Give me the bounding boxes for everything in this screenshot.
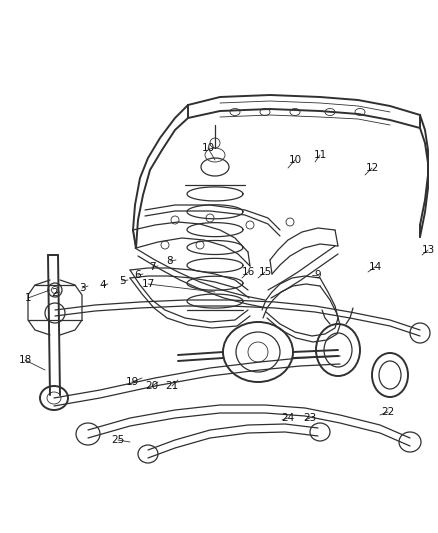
Text: 17: 17 (141, 279, 155, 289)
Text: 5: 5 (119, 276, 125, 286)
Text: 19: 19 (125, 377, 138, 387)
Text: 8: 8 (167, 256, 173, 266)
Text: 10: 10 (289, 155, 301, 165)
Text: 25: 25 (111, 435, 125, 445)
Text: 18: 18 (18, 355, 32, 365)
Text: 23: 23 (304, 413, 317, 423)
Text: 20: 20 (145, 381, 159, 391)
Text: 22: 22 (381, 407, 395, 417)
Text: 14: 14 (368, 262, 381, 272)
Text: 16: 16 (241, 267, 254, 277)
Text: 1: 1 (25, 293, 31, 303)
Text: 9: 9 (314, 270, 321, 280)
Text: 21: 21 (166, 381, 179, 391)
Text: 12: 12 (365, 163, 378, 173)
Text: 2: 2 (52, 288, 58, 298)
Text: 6: 6 (135, 270, 141, 280)
Text: 24: 24 (281, 413, 295, 423)
Text: 10: 10 (201, 143, 215, 153)
Text: 7: 7 (148, 262, 155, 272)
Text: 11: 11 (313, 150, 327, 160)
Text: 4: 4 (100, 280, 106, 290)
Text: 3: 3 (79, 283, 85, 293)
Text: 13: 13 (421, 245, 434, 255)
Text: 15: 15 (258, 267, 272, 277)
